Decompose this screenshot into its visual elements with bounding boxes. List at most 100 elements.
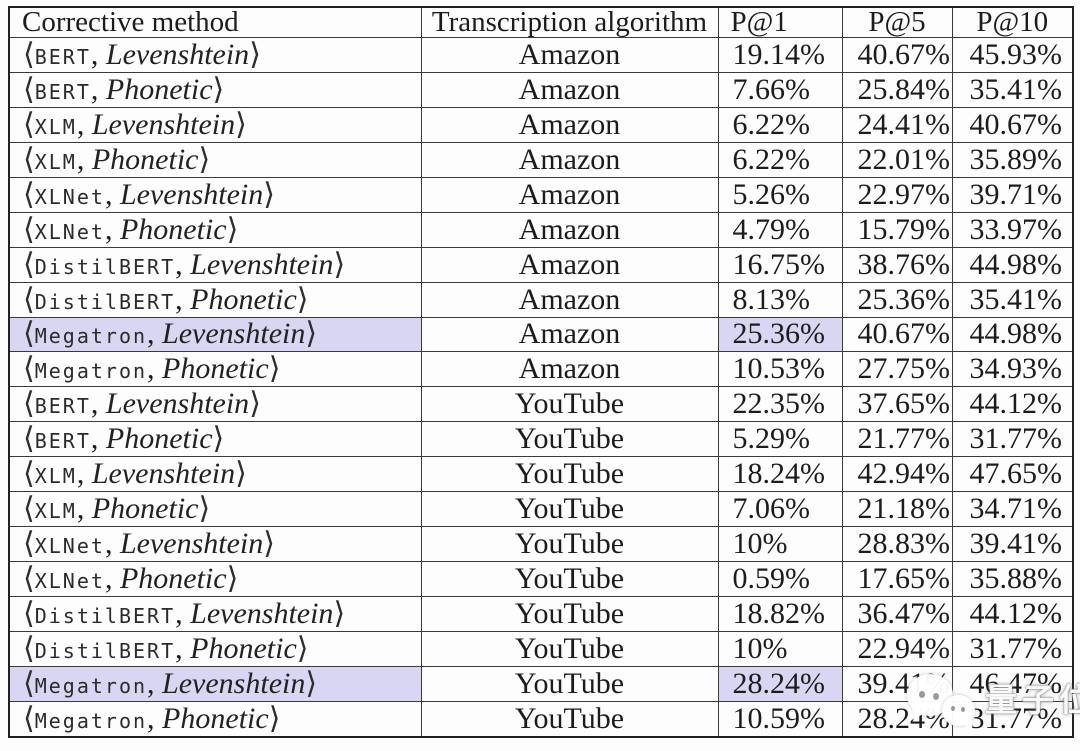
method-cell: ⟨DistilBERT, Phonetic⟩ [8, 281, 422, 318]
p-at-10-cell: 31.77% [951, 630, 1074, 667]
distance-name: Levenshtein [162, 317, 306, 351]
method-cell: ⟨Megatron, Phonetic⟩ [8, 700, 422, 738]
separator: , [147, 317, 163, 351]
separator: , [175, 631, 191, 665]
col-header-p-at-1: P@1 [717, 6, 843, 38]
separator: , [104, 562, 120, 596]
algorithm-cell: YouTube [420, 526, 719, 563]
distance-name: Levenshtein [119, 177, 264, 211]
algorithm-cell: YouTube [420, 665, 719, 702]
method-cell: ⟨XLNet, Phonetic⟩ [8, 561, 422, 597]
p-at-10-cell: 35.41% [951, 281, 1074, 318]
angle-bracket-open: ⟨ [23, 107, 35, 142]
model-name: Megatron [34, 324, 148, 349]
p-at-10-cell: 34.71% [951, 491, 1074, 528]
table-row: ⟨Megatron, Phonetic⟩ Amazon 10.53% 27.75% 34… [8, 351, 1074, 388]
p-at-10-cell: 31.77% [951, 700, 1074, 738]
angle-bracket-close: ⟩ [263, 526, 275, 562]
p-at-1-cell: 6.22% [717, 141, 843, 178]
separator: , [76, 107, 92, 141]
distance-name: Levenshtein [119, 527, 264, 561]
angle-bracket-open: ⟨ [23, 561, 35, 597]
results-table: Corrective method Transcription algorith… [8, 6, 1074, 738]
table-row: ⟨XLNet, Phonetic⟩ Amazon 4.79% 15.79% 33.97% [8, 211, 1074, 248]
model-name: BERT [34, 394, 91, 419]
angle-bracket-open: ⟨ [23, 456, 35, 492]
distance-name: Phonetic [190, 631, 297, 665]
header-row: Corrective method Transcription algorith… [8, 6, 1074, 38]
model-name: XLNet [34, 219, 105, 244]
table-row: ⟨BERT, Levenshtein⟩ Amazon 19.14% 40.67% 45.… [8, 37, 1074, 73]
angle-bracket-close: ⟩ [333, 596, 346, 631]
p-at-10-cell: 45.93% [951, 37, 1074, 73]
p-at-1-cell: 19.14% [717, 37, 843, 73]
method-cell: ⟨BERT, Phonetic⟩ [8, 421, 422, 458]
separator: , [90, 37, 106, 71]
p-at-5-cell: 21.18% [841, 491, 953, 528]
table-row: ⟨XLNet, Phonetic⟩ YouTube 0.59% 17.65% 35.88… [8, 561, 1074, 597]
angle-bracket-open: ⟨ [23, 526, 35, 562]
distance-name: Phonetic [105, 72, 213, 106]
distance-name: Levenshtein [190, 596, 334, 630]
angle-bracket-open: ⟨ [23, 37, 35, 72]
p-at-1-cell: 5.29% [717, 421, 843, 458]
distance-name: Phonetic [91, 492, 199, 526]
model-name: XLM [34, 464, 77, 489]
p-at-1-cell: 6.22% [717, 106, 843, 143]
angle-bracket-close: ⟩ [296, 282, 309, 317]
angle-bracket-close: ⟩ [333, 247, 346, 282]
table-row: ⟨XLM, Phonetic⟩ Amazon 6.22% 22.01% 35.89% [8, 141, 1074, 178]
p-at-10-cell: 35.88% [951, 561, 1074, 597]
p-at-10-cell: 44.12% [951, 386, 1074, 423]
distance-name: Phonetic [162, 352, 269, 386]
table-row: ⟨BERT, Phonetic⟩ YouTube 5.29% 21.77% 31.77% [8, 421, 1074, 458]
method-cell: ⟨DistilBERT, Phonetic⟩ [8, 630, 422, 667]
distance-name: Levenshtein [91, 457, 236, 491]
method-cell: ⟨XLM, Levenshtein⟩ [8, 106, 422, 143]
method-cell: ⟨DistilBERT, Levenshtein⟩ [8, 596, 422, 632]
algorithm-cell: Amazon [420, 211, 719, 248]
angle-bracket-close: ⟩ [212, 72, 225, 107]
angle-bracket-close: ⟩ [305, 317, 318, 352]
angle-bracket-close: ⟩ [249, 386, 261, 422]
distance-name: Phonetic [119, 212, 227, 246]
model-name: DistilBERT [34, 603, 176, 628]
distance-name: Phonetic [162, 701, 269, 735]
p-at-1-cell: 18.24% [717, 456, 843, 493]
distance-name: Levenshtein [190, 247, 334, 281]
algorithm-cell: YouTube [420, 456, 719, 493]
method-cell: ⟨Megatron, Levenshtein⟩ [8, 316, 422, 353]
angle-bracket-open: ⟨ [23, 631, 35, 666]
angle-bracket-close: ⟩ [226, 561, 239, 597]
model-name: Megatron [34, 673, 148, 698]
separator: , [175, 596, 191, 630]
model-name: DistilBERT [34, 638, 176, 663]
table-row: ⟨DistilBERT, Levenshtein⟩ YouTube 18.82% 36… [8, 596, 1074, 632]
model-name: DistilBERT [34, 289, 176, 314]
table-row: ⟨BERT, Levenshtein⟩ YouTube 22.35% 37.65% 44… [8, 386, 1074, 423]
table-row: ⟨XLM, Levenshtein⟩ Amazon 6.22% 24.41% 40.67… [8, 106, 1074, 143]
p-at-1-cell: 0.59% [717, 561, 843, 597]
p-at-1-cell: 25.36% [717, 316, 843, 353]
angle-bracket-close: ⟩ [198, 491, 211, 527]
separator: , [175, 247, 191, 281]
angle-bracket-close: ⟩ [226, 212, 239, 247]
p-at-10-cell: 46.47% [951, 665, 1074, 702]
separator: , [147, 701, 163, 735]
separator: , [104, 527, 120, 561]
p-at-10-cell: 44.98% [951, 316, 1074, 353]
p-at-5-cell: 25.84% [841, 71, 953, 108]
table-row: ⟨Megatron, Levenshtein⟩ Amazon 25.36% 40.67… [8, 316, 1074, 353]
method-cell: ⟨XLNet, Levenshtein⟩ [8, 526, 422, 563]
algorithm-cell: Amazon [420, 176, 719, 213]
method-cell: ⟨Megatron, Phonetic⟩ [8, 351, 422, 388]
angle-bracket-close: ⟩ [305, 666, 318, 701]
distance-name: Phonetic [105, 422, 213, 456]
table-row: ⟨XLNet, Levenshtein⟩ YouTube 10% 28.83% 39.4… [8, 526, 1074, 563]
model-name: BERT [34, 429, 91, 454]
distance-name: Phonetic [91, 142, 199, 176]
p-at-1-cell: 8.13% [717, 281, 843, 318]
p-at-5-cell: 28.83% [841, 526, 953, 563]
p-at-5-cell: 40.67% [841, 37, 953, 73]
p-at-1-cell: 10% [717, 630, 843, 667]
